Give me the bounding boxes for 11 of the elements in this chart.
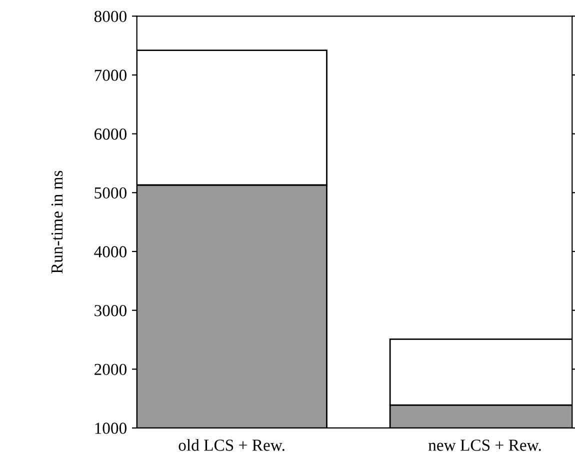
y-tick-label: 3000 xyxy=(94,305,126,316)
y-tick-label: 4000 xyxy=(94,246,126,258)
y-tick-label: 5000 xyxy=(94,187,126,199)
y-tick-label: 7000 xyxy=(94,70,126,81)
y-axis-title: Run-time in ms xyxy=(51,170,63,274)
x-tick-label: old LCS + Rew. xyxy=(178,439,284,451)
y-tick-label: 2000 xyxy=(94,364,126,376)
y-tick-label: 8000 xyxy=(94,10,126,22)
y-tick-label: 1000 xyxy=(95,422,126,434)
x-tick-label: new LCS + Rew. xyxy=(428,440,541,451)
y-tick-label: 6000 xyxy=(94,128,126,140)
